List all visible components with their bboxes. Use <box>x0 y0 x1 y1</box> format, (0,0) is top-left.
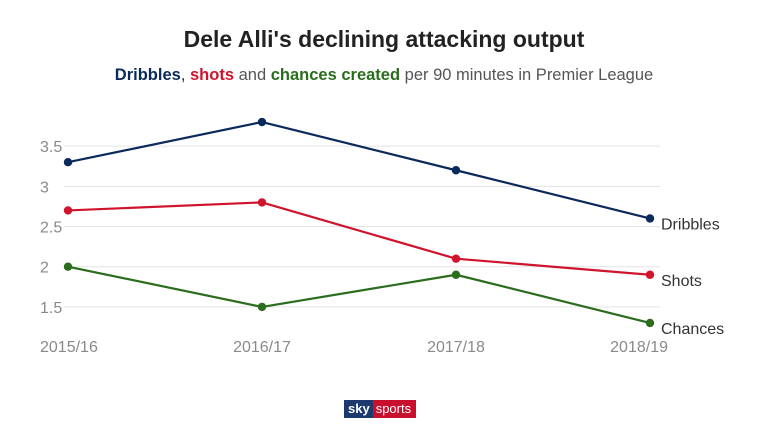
data-point-shots <box>257 198 267 207</box>
data-point-chances <box>63 262 73 271</box>
x-tick-label: 2015/16 <box>40 339 98 356</box>
data-point-dribbles <box>451 166 461 175</box>
y-tick-label: 3 <box>40 179 49 196</box>
subtitle-dribbles: Dribbles <box>114 66 181 84</box>
data-point-chances <box>451 270 461 279</box>
data-point-shots <box>645 270 655 279</box>
series-line-shots <box>67 201 651 276</box>
sky-sports-logo: sky sports <box>344 400 417 418</box>
chart-subtitle: Dribbles, shots and chances created per … <box>0 66 768 85</box>
y-tick-label: 3.5 <box>40 139 62 156</box>
logo-sky: sky <box>344 400 373 418</box>
subtitle-separator: , <box>180 66 186 84</box>
subtitle-rest: per 90 minutes in Premier League <box>404 66 654 84</box>
data-point-shots <box>451 254 461 263</box>
subtitle-chances: chances created <box>270 66 401 84</box>
chart-title: Dele Alli's declining attacking output <box>183 26 585 52</box>
x-tick-label: 2017/18 <box>427 339 485 356</box>
series-label-shots: Shots <box>661 273 702 290</box>
series-label-chances: Chances <box>661 321 724 338</box>
y-tick-label: 1.5 <box>40 300 62 317</box>
data-point-shots <box>63 206 73 215</box>
series-line-dribbles <box>67 120 651 220</box>
y-tick-label: 2.5 <box>40 220 62 237</box>
data-point-chances <box>645 318 655 328</box>
series-line-chances <box>67 265 651 325</box>
x-tick-label: 2018/19 <box>610 339 668 356</box>
data-point-dribbles <box>645 214 655 223</box>
logo-sports: sports <box>372 400 417 418</box>
data-point-dribbles <box>257 117 267 127</box>
x-tick-label: 2016/17 <box>233 339 291 356</box>
subtitle-and: and <box>238 66 267 84</box>
subtitle-shots: shots <box>190 66 235 84</box>
data-point-chances <box>257 302 267 312</box>
series-label-dribbles: Dribbles <box>661 216 720 233</box>
y-tick-label: 2 <box>40 260 49 277</box>
data-point-dribbles <box>63 158 73 167</box>
